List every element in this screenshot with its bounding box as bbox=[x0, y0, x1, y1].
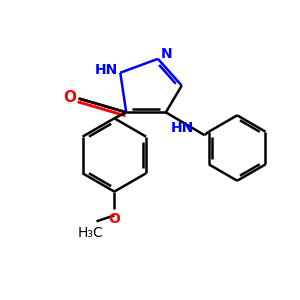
Text: H₃C: H₃C bbox=[78, 226, 104, 240]
Text: HN: HN bbox=[95, 63, 118, 77]
Text: N: N bbox=[161, 47, 173, 61]
Text: O: O bbox=[108, 212, 120, 226]
Text: HN: HN bbox=[171, 121, 194, 135]
Text: O: O bbox=[63, 90, 76, 105]
